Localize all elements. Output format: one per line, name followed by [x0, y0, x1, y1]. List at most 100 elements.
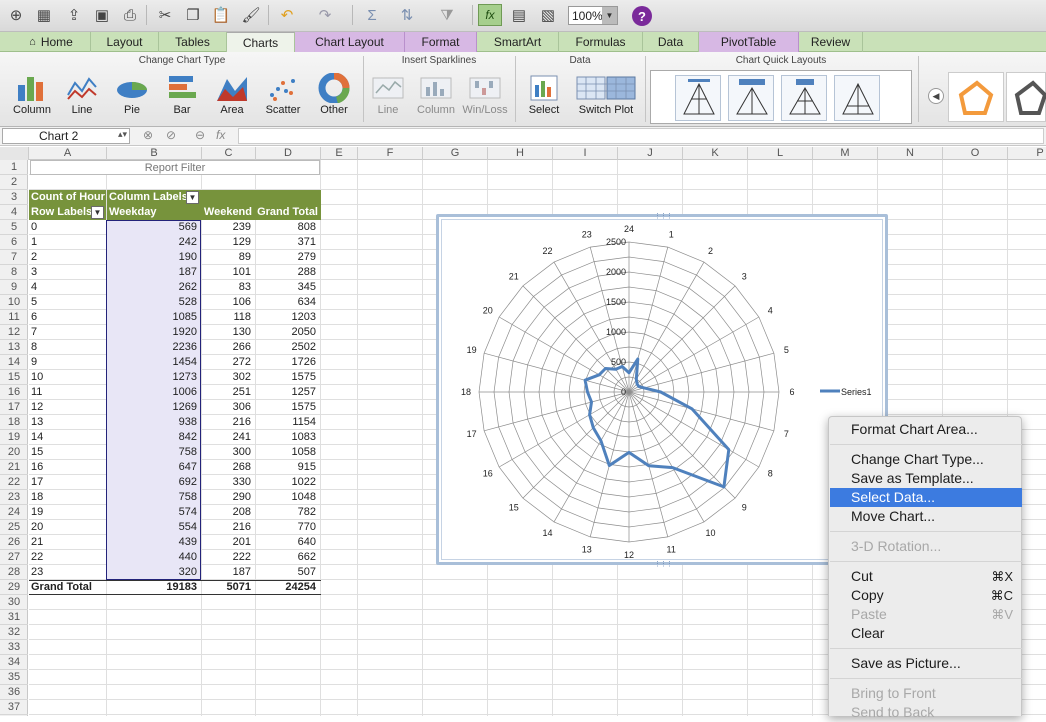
enter-icon[interactable]: ⊘	[166, 128, 177, 142]
column-header-e[interactable]: E	[321, 147, 358, 160]
tab-layout[interactable]: Layout	[91, 32, 159, 52]
row-labels-filter-icon[interactable]: ▼	[91, 206, 104, 219]
weekend-cell[interactable]: 241	[232, 431, 251, 443]
weekday-cell[interactable]: 842	[178, 431, 197, 443]
row-header[interactable]: 1	[0, 160, 28, 175]
weekend-cell[interactable]: 83	[238, 281, 251, 293]
weekend-cell[interactable]: 118	[233, 311, 251, 323]
column-header-j[interactable]: J	[618, 147, 683, 160]
weekend-cell[interactable]: 106	[232, 296, 251, 308]
weekend-cell[interactable]: 268	[232, 461, 251, 473]
row-label-cell[interactable]: 16	[31, 461, 44, 473]
row-label-cell[interactable]: 10	[31, 371, 44, 383]
grand-total-cell[interactable]: 2502	[291, 341, 316, 353]
tab-pivottable[interactable]: PivotTable	[699, 32, 799, 52]
row-label-cell[interactable]: 7	[31, 326, 38, 338]
menu-item-change-chart-type[interactable]: Change Chart Type...	[851, 451, 984, 467]
row-label-cell[interactable]: 15	[31, 446, 44, 458]
weekend-cell[interactable]: 222	[232, 551, 251, 563]
tab-formulas[interactable]: Formulas	[559, 32, 643, 52]
chart-style-1[interactable]	[948, 72, 1004, 122]
grand-total-cell[interactable]: 662	[297, 551, 316, 563]
row-label-cell[interactable]: 5	[31, 296, 38, 308]
row-header[interactable]: 24	[0, 505, 28, 520]
pie-chart-button[interactable]: Pie	[108, 72, 156, 122]
grand-total-cell[interactable]: 279	[297, 251, 316, 263]
weekday-cell[interactable]: 692	[178, 476, 197, 488]
column-header-c[interactable]: C	[202, 147, 256, 160]
weekday-cell[interactable]: 187	[178, 266, 197, 278]
grand-total-cell[interactable]: 2050	[291, 326, 316, 338]
weekday-cell[interactable]: 569	[178, 221, 197, 233]
column-header-l[interactable]: L	[748, 147, 813, 160]
weekday-cell[interactable]: 1085	[172, 311, 197, 323]
cut-icon[interactable]: ✂	[158, 7, 172, 24]
weekday-cell[interactable]: 190	[178, 251, 197, 263]
row-header[interactable]: 8	[0, 265, 28, 280]
sparkline-winloss-button[interactable]: Win/Loss	[460, 72, 510, 122]
weekend-cell[interactable]: 216	[232, 416, 251, 428]
column-header-k[interactable]: K	[683, 147, 748, 160]
row-label-cell[interactable]: 1	[31, 236, 38, 248]
grand-total-cell[interactable]: 915	[297, 461, 316, 473]
resize-handle-bottom[interactable]: ⋮⋮⋮	[654, 561, 673, 568]
row-label-cell[interactable]: 12	[31, 401, 44, 413]
weekday-cell[interactable]: 440	[178, 551, 197, 563]
line-chart-button[interactable]: Line	[58, 72, 106, 122]
formula-builder-icon[interactable]: fx	[478, 4, 502, 26]
weekday-cell[interactable]: 1273	[172, 371, 197, 383]
weekday-cell[interactable]: 758	[178, 491, 197, 503]
help-icon[interactable]: ?	[632, 6, 652, 26]
cancel-icon[interactable]: ⊗	[143, 128, 154, 142]
name-box-stepper-icon[interactable]: ▴▾	[118, 129, 128, 139]
grand-total-cell[interactable]: 782	[297, 506, 316, 518]
tab-review[interactable]: Review	[799, 32, 863, 52]
row-label-cell[interactable]: 20	[31, 521, 44, 533]
grand-total-cell[interactable]: 1058	[291, 446, 316, 458]
row-header[interactable]: 22	[0, 475, 28, 490]
weekday-cell[interactable]: 1006	[172, 386, 197, 398]
open-icon[interactable]: ⇪	[67, 7, 81, 24]
weekend-cell[interactable]: 239	[232, 221, 251, 233]
menu-item-save-as-template[interactable]: Save as Template...	[851, 470, 974, 486]
row-label-cell[interactable]: 2	[31, 251, 38, 263]
row-label-cell[interactable]: 11	[31, 386, 43, 398]
quick-layout-1[interactable]	[675, 75, 721, 121]
menu-item-format-chart-area[interactable]: Format Chart Area...	[851, 421, 978, 437]
row-label-cell[interactable]: 23	[31, 566, 44, 578]
area-chart-button[interactable]: Area	[208, 72, 256, 122]
tab-chart-layout[interactable]: Chart Layout	[295, 32, 405, 52]
column-chart-button[interactable]: Column	[8, 72, 56, 122]
grand-total-cell[interactable]: 1726	[291, 356, 316, 368]
weekend-cell[interactable]: 272	[232, 356, 251, 368]
redo-icon[interactable]: ↷	[318, 7, 332, 24]
weekday-cell[interactable]: 262	[178, 281, 197, 293]
row-label-cell[interactable]: 8	[31, 341, 38, 353]
weekday-cell[interactable]: 242	[178, 236, 197, 248]
row-header[interactable]: 21	[0, 460, 28, 475]
function-icon[interactable]: ⊖	[195, 128, 206, 142]
row-header[interactable]: 19	[0, 430, 28, 445]
column-header-a[interactable]: A	[29, 147, 107, 160]
tab-home[interactable]: ⌂ Home	[12, 32, 91, 52]
menu-item-bring-to-front[interactable]: Bring to Front	[851, 685, 936, 701]
grand-total-cell[interactable]: 1575	[291, 371, 316, 383]
row-header[interactable]: 16	[0, 385, 28, 400]
row-label-cell[interactable]: 14	[31, 431, 44, 443]
row-header[interactable]: 30	[0, 595, 28, 610]
menu-item-save-as-picture[interactable]: Save as Picture...	[851, 655, 961, 671]
row-header[interactable]: 7	[0, 250, 28, 265]
resize-handle-top[interactable]: ⋮⋮⋮	[654, 213, 673, 220]
menu-item-3-d-rotation[interactable]: 3-D Rotation...	[851, 538, 942, 554]
weekend-cell[interactable]: 330	[232, 476, 251, 488]
grand-total-cell[interactable]: 1048	[291, 491, 316, 503]
row-header[interactable]: 3	[0, 190, 28, 205]
column-header-p[interactable]: P	[1008, 147, 1046, 160]
row-label-cell[interactable]: 9	[31, 356, 38, 368]
row-label-cell[interactable]: 6	[31, 311, 38, 323]
row-header[interactable]: 31	[0, 610, 28, 625]
filter-icon[interactable]: ⧩	[440, 6, 454, 24]
row-header[interactable]: 12	[0, 325, 28, 340]
column-header-m[interactable]: M	[813, 147, 878, 160]
fx-icon[interactable]: fx	[216, 128, 226, 142]
